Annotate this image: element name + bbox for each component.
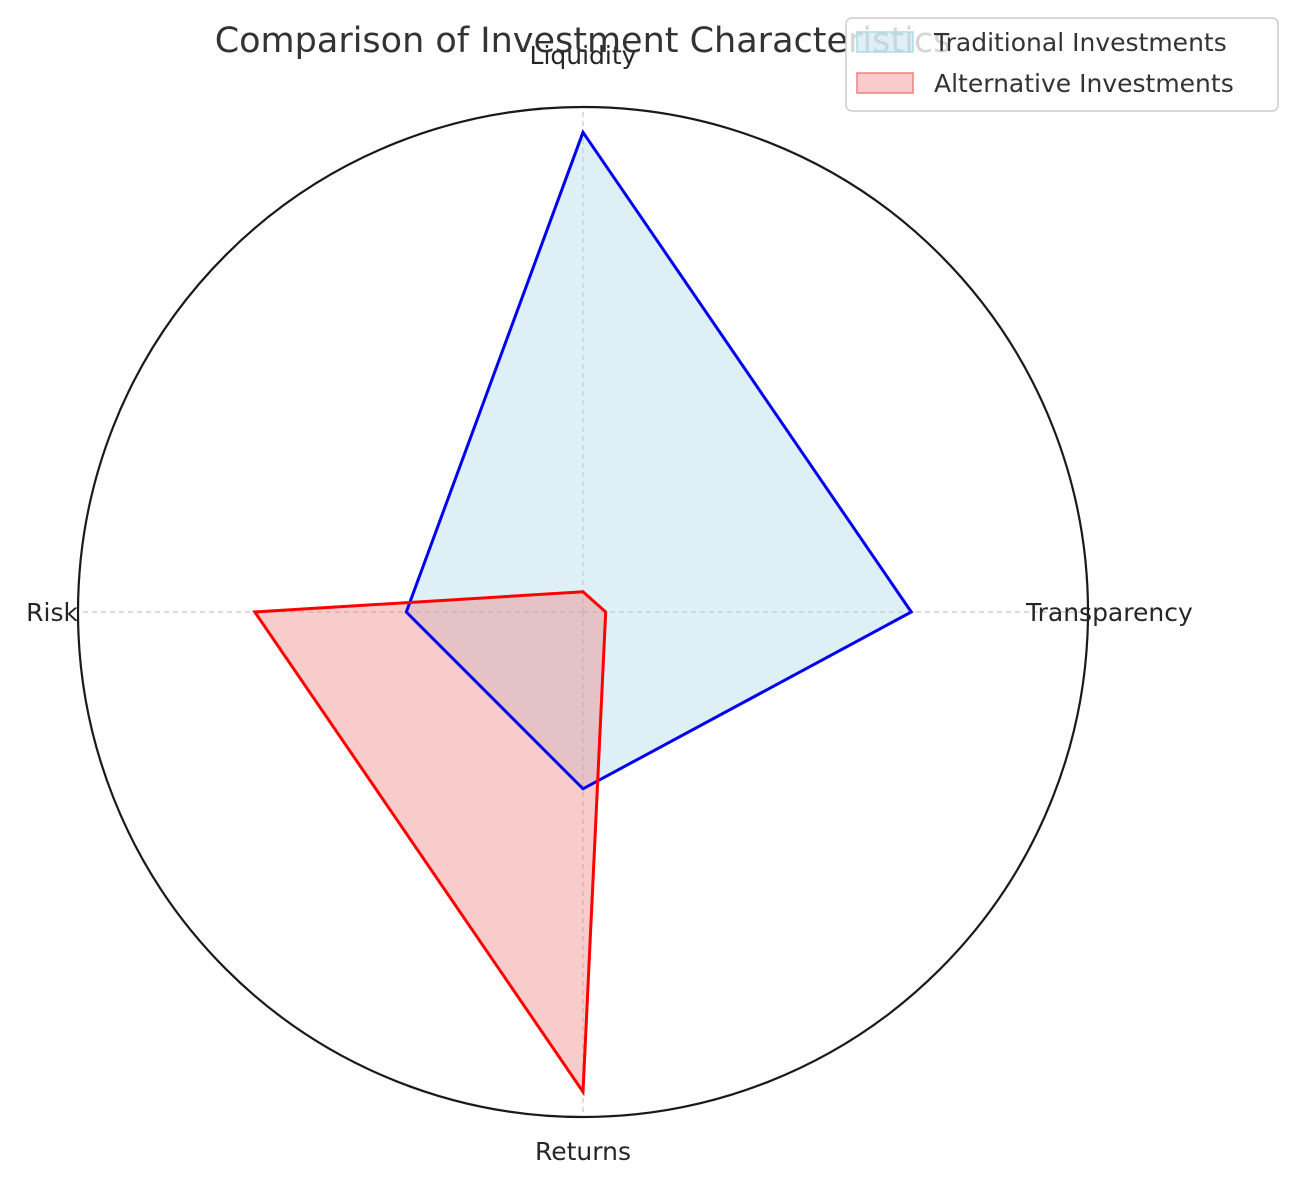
series-line-0 [404, 129, 914, 791]
series-fill-0 [406, 132, 912, 789]
axis-label-transparency: Transparency [1025, 598, 1193, 627]
axis-label-returns: Returns [535, 1137, 631, 1166]
legend-swatch-1 [856, 72, 914, 94]
chart-title: Comparison of Investment Characteristics [215, 21, 952, 61]
legend-swatch-0 [856, 31, 914, 53]
legend: Traditional Investments Alternative Inves… [845, 17, 1279, 112]
series-line-1 [252, 590, 608, 1097]
axis-label-liquidity: Liquidity [530, 41, 637, 70]
outer-circle [76, 105, 1090, 1119]
legend-label-0: Traditional Investments [933, 28, 1227, 57]
axis-label-risk: Risk [26, 598, 78, 627]
grid-layer [76, 105, 1090, 1119]
series-layer [252, 129, 914, 1097]
series-fill-1 [254, 591, 606, 1092]
legend-box [845, 17, 1279, 112]
axis-labels-layer: Liquidity Transparency Returns Risk [26, 41, 1193, 1166]
legend-label-1: Alternative Investments [934, 69, 1234, 98]
